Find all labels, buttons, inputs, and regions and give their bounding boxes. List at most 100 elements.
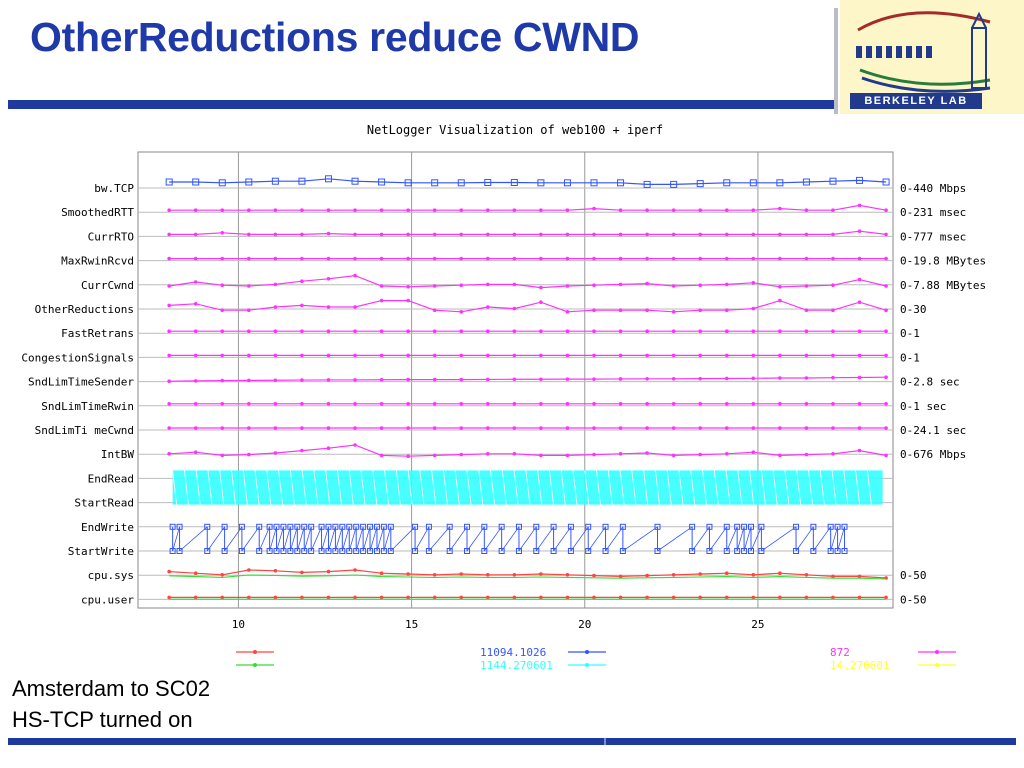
read-event-tick: [855, 470, 860, 505]
data-point: [406, 572, 410, 576]
data-point: [618, 308, 623, 312]
data-point: [671, 573, 676, 577]
series-line: [169, 569, 887, 579]
data-point: [273, 256, 278, 261]
read-event-tick: [490, 470, 495, 505]
data-point: [618, 256, 623, 261]
data-point: [300, 208, 304, 212]
data-point: [778, 285, 782, 289]
legend-label: 11094.1026: [480, 646, 546, 659]
write-event-diag: [691, 526, 710, 552]
data-point: [565, 377, 570, 381]
data-point: [220, 231, 225, 235]
data-point: [857, 203, 862, 208]
write-event-diag: [310, 526, 322, 552]
data-point: [379, 402, 384, 406]
data-point: [671, 426, 676, 430]
write-event-diag: [172, 526, 180, 552]
data-point: [539, 208, 543, 212]
data-point: [778, 298, 782, 303]
data-point: [353, 595, 357, 600]
series-line: [169, 299, 887, 313]
data-point: [671, 595, 676, 600]
data-point: [831, 308, 835, 312]
data-point: [220, 283, 225, 287]
write-event-diag: [605, 526, 624, 552]
data-point: [857, 256, 862, 261]
data-point: [459, 595, 464, 600]
data-point: [512, 426, 517, 430]
data-point: [406, 353, 410, 358]
data-point: [565, 256, 570, 261]
data-point: [698, 376, 703, 381]
data-point: [192, 178, 200, 186]
data-point: [273, 402, 278, 406]
data-point: [485, 329, 490, 333]
legend-marker: [253, 663, 257, 667]
data-point: [379, 426, 384, 430]
data-point: [353, 329, 357, 333]
read-event-tick: [360, 470, 366, 505]
data-point: [351, 177, 359, 185]
data-point: [510, 178, 518, 186]
data-point: [857, 595, 862, 600]
write-event-diag: [761, 526, 797, 552]
read-event-tick: [454, 470, 460, 505]
data-point: [698, 256, 703, 261]
data-point: [671, 284, 676, 288]
data-point: [749, 179, 757, 187]
data-point: [539, 402, 543, 406]
read-event-tick: [760, 470, 766, 505]
data-point: [512, 573, 517, 577]
read-event-tick: [843, 470, 849, 505]
data-point: [645, 256, 649, 261]
row-range-label: 0-19.8 MBytes: [900, 255, 986, 268]
read-event-tick: [384, 470, 389, 505]
row-label: SmoothedRTT: [61, 206, 134, 219]
data-point: [404, 179, 412, 187]
data-point: [592, 573, 596, 578]
x-tick-label: 15: [405, 618, 418, 631]
read-event-tick: [231, 470, 236, 505]
data-point: [512, 208, 517, 212]
data-point: [671, 453, 676, 458]
row-range-label: 0-30: [900, 303, 927, 316]
data-point: [326, 595, 331, 600]
row-label: CurrCwnd: [81, 279, 134, 292]
data-point: [406, 595, 410, 600]
data-point: [884, 256, 888, 261]
data-point: [831, 232, 835, 237]
write-event-diag: [390, 526, 416, 552]
data-point: [698, 452, 703, 457]
data-point: [379, 256, 384, 261]
data-point: [724, 376, 729, 381]
data-point: [353, 305, 357, 309]
data-point: [724, 208, 729, 212]
data-point: [539, 285, 543, 290]
data-point: [326, 208, 331, 212]
data-point: [645, 377, 649, 381]
read-event-tick: [278, 470, 284, 505]
data-point: [300, 279, 304, 283]
data-point: [245, 178, 253, 186]
data-point: [247, 208, 251, 212]
data-point: [512, 232, 517, 237]
data-point: [406, 285, 410, 289]
data-point: [406, 208, 410, 212]
data-point: [459, 310, 464, 314]
data-point: [804, 376, 809, 380]
write-event-diag: [830, 526, 838, 552]
write-event-diag: [622, 526, 658, 552]
data-point: [618, 595, 623, 600]
read-event-tick: [560, 470, 566, 505]
data-point: [643, 180, 651, 188]
read-event-tick: [537, 470, 543, 505]
write-event-diag: [348, 526, 357, 552]
legend-label: 1144.270601: [480, 659, 553, 672]
data-point: [618, 353, 623, 358]
data-point: [273, 282, 278, 287]
data-point: [220, 353, 225, 358]
logo-text: BERKELEY LAB: [850, 93, 982, 109]
row-range-label: 0-1: [900, 327, 920, 340]
write-event-diag: [369, 526, 378, 552]
